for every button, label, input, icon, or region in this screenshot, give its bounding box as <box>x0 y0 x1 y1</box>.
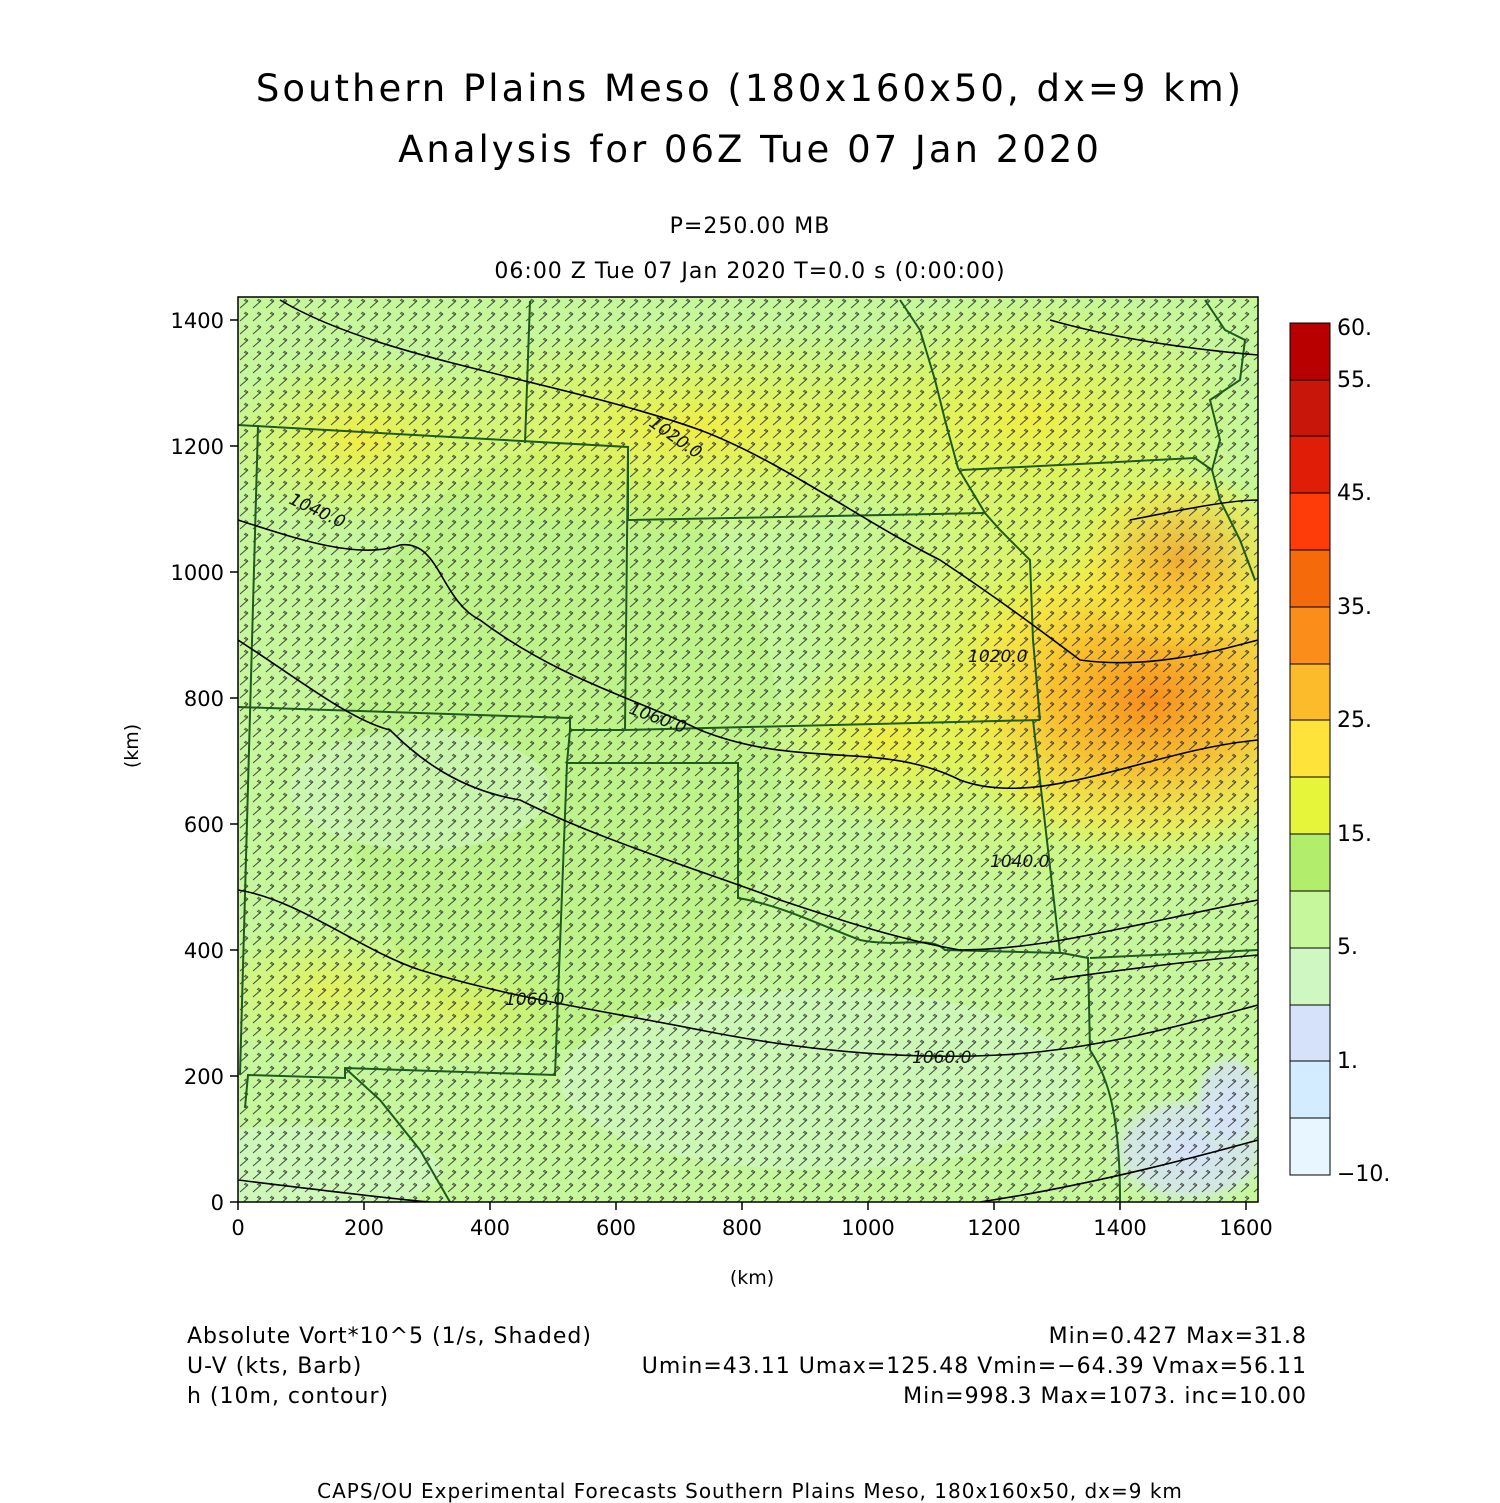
legend-field1-stats: Min=0.427 Max=31.8 <box>1048 1324 1307 1349</box>
y-tick-label: 800 <box>184 687 224 711</box>
contour-label: 1060.0 <box>912 1048 971 1068</box>
y-tick-label: 1400 <box>171 309 224 333</box>
x-axis-label: (km) <box>730 1267 774 1289</box>
x-tick-label: 400 <box>470 1216 510 1240</box>
colorbar-label: 45. <box>1337 481 1372 506</box>
title-line-2: Analysis for 06Z Tue 07 Jan 2020 <box>398 128 1102 171</box>
colorbar-label: 15. <box>1337 822 1372 847</box>
y-tick-label: 600 <box>184 813 224 837</box>
y-tick-labels: 0 200 400 600 800 1000 1200 1400 <box>171 309 224 1215</box>
state-borders <box>238 299 1258 1202</box>
vorticity-shading <box>238 297 1258 1202</box>
y-tick-label: 1000 <box>171 561 224 585</box>
colorbar-label: 35. <box>1337 595 1372 620</box>
x-tick-label: 1600 <box>1219 1216 1272 1240</box>
colorbar-label: 55. <box>1337 368 1372 393</box>
valid-time: 06:00 Z Tue 07 Jan 2020 T=0.0 s (0:00:00… <box>494 259 1006 284</box>
colorbar-label: 60. <box>1337 316 1372 341</box>
colorbar-label: 1. <box>1337 1049 1358 1074</box>
footer-credit: CAPS/OU Experimental Forecasts Southern … <box>317 1479 1183 1503</box>
legend-field2-name: U-V (kts, Barb) <box>187 1354 363 1379</box>
x-tick-label: 1200 <box>967 1216 1020 1240</box>
x-tick-label: 200 <box>344 1216 384 1240</box>
legend-field3-name: h (10m, contour) <box>187 1384 390 1409</box>
x-tick-label: 1400 <box>1093 1216 1146 1240</box>
title-line-1: Southern Plains Meso (180x160x50, dx=9 k… <box>255 67 1245 110</box>
y-tick-label: 0 <box>211 1191 224 1215</box>
y-axis-label: (km) <box>121 724 143 768</box>
x-tick-label: 600 <box>596 1216 636 1240</box>
contour-label: 1060.0 <box>505 990 564 1010</box>
contour-label: 1040.0 <box>990 852 1049 872</box>
x-axis-ticks <box>237 1202 1247 1210</box>
y-axis-ticks <box>230 319 238 1203</box>
x-tick-labels: 0 200 400 600 800 1000 1200 1400 1600 <box>231 1216 1272 1240</box>
x-tick-label: 800 <box>722 1216 762 1240</box>
legend-field3-stats: Min=998.3 Max=1073. inc=10.00 <box>903 1384 1307 1409</box>
plot-frame <box>237 296 1259 1203</box>
colorbar-label: 25. <box>1337 708 1372 733</box>
y-tick-label: 1200 <box>171 435 224 459</box>
colorbar-label: 5. <box>1337 935 1358 960</box>
y-tick-label: 400 <box>184 939 224 963</box>
x-tick-label: 0 <box>231 1216 244 1240</box>
contour-label: 1020.0 <box>968 647 1027 667</box>
legend-field1-name: Absolute Vort*10^5 (1/s, Shaded) <box>187 1324 592 1349</box>
y-tick-label: 200 <box>184 1065 224 1089</box>
legend-field2-stats: Umin=43.11 Umax=125.48 Vmin=−64.39 Vmax=… <box>641 1354 1307 1379</box>
x-tick-label: 1000 <box>841 1216 894 1240</box>
colorbar-label: −10. <box>1337 1162 1391 1187</box>
pressure-level: P=250.00 MB <box>669 214 831 239</box>
colorbar <box>1289 322 1331 1176</box>
height-contours <box>238 299 1258 1202</box>
